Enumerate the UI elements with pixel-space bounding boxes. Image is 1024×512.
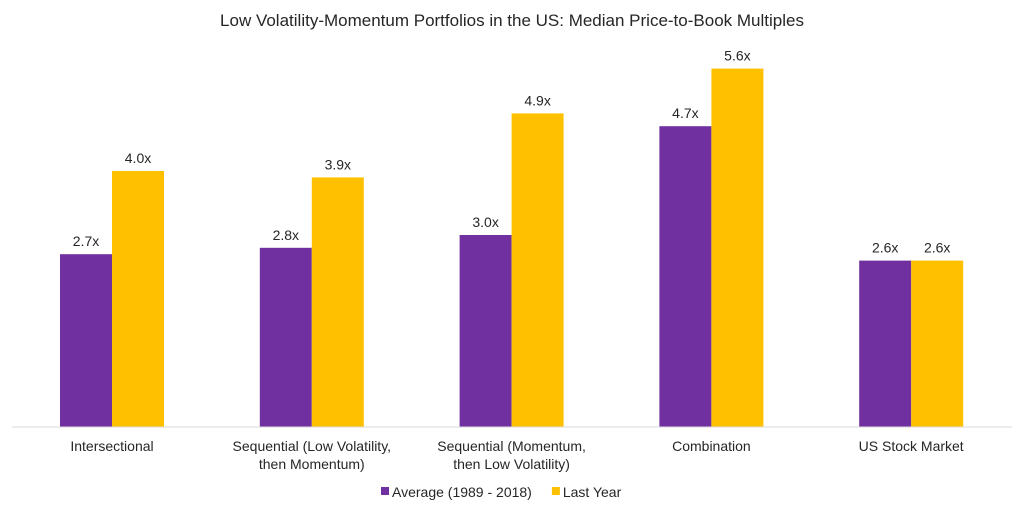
data-label: 4.7x (672, 105, 698, 121)
category-label: then Momentum) (259, 456, 365, 472)
legend-label: Last Year (563, 484, 622, 500)
data-label: 4.0x (125, 150, 151, 166)
chart-title: Low Volatility-Momentum Portfolios in th… (220, 11, 804, 30)
data-label: 4.9x (524, 92, 550, 108)
legend-swatch (551, 487, 560, 495)
data-label: 2.6x (872, 240, 898, 256)
legend-swatch (381, 487, 389, 495)
category-label: then Low Volatility) (453, 456, 570, 472)
category-label: Combination (672, 438, 751, 454)
data-label: 2.8x (273, 227, 299, 243)
bar (112, 171, 164, 427)
bar (659, 126, 712, 427)
bar (711, 68, 764, 427)
data-label: 5.6x (724, 48, 750, 64)
bar (311, 177, 364, 427)
bar (511, 113, 564, 428)
category-label: US Stock Market (859, 438, 964, 454)
category-label: Sequential (Momentum, (437, 438, 586, 454)
bar (60, 254, 112, 427)
data-label: 3.0x (472, 214, 498, 230)
bar (911, 260, 964, 427)
bar (859, 260, 912, 427)
data-label: 2.7x (73, 233, 99, 249)
legend-label: Average (1989 - 2018) (392, 484, 532, 500)
bar (459, 235, 512, 427)
data-label: 2.6x (924, 240, 950, 256)
data-label: 3.9x (325, 156, 351, 172)
category-label: Sequential (Low Volatility, (233, 438, 392, 454)
category-label: Intersectional (70, 438, 153, 454)
bar (259, 247, 312, 427)
